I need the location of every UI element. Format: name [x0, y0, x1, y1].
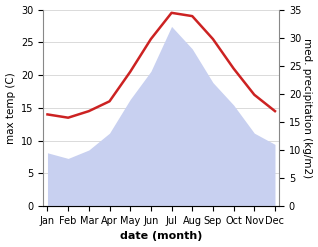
- Y-axis label: max temp (C): max temp (C): [5, 72, 16, 144]
- Y-axis label: med. precipitation (kg/m2): med. precipitation (kg/m2): [302, 38, 313, 178]
- X-axis label: date (month): date (month): [120, 231, 203, 242]
